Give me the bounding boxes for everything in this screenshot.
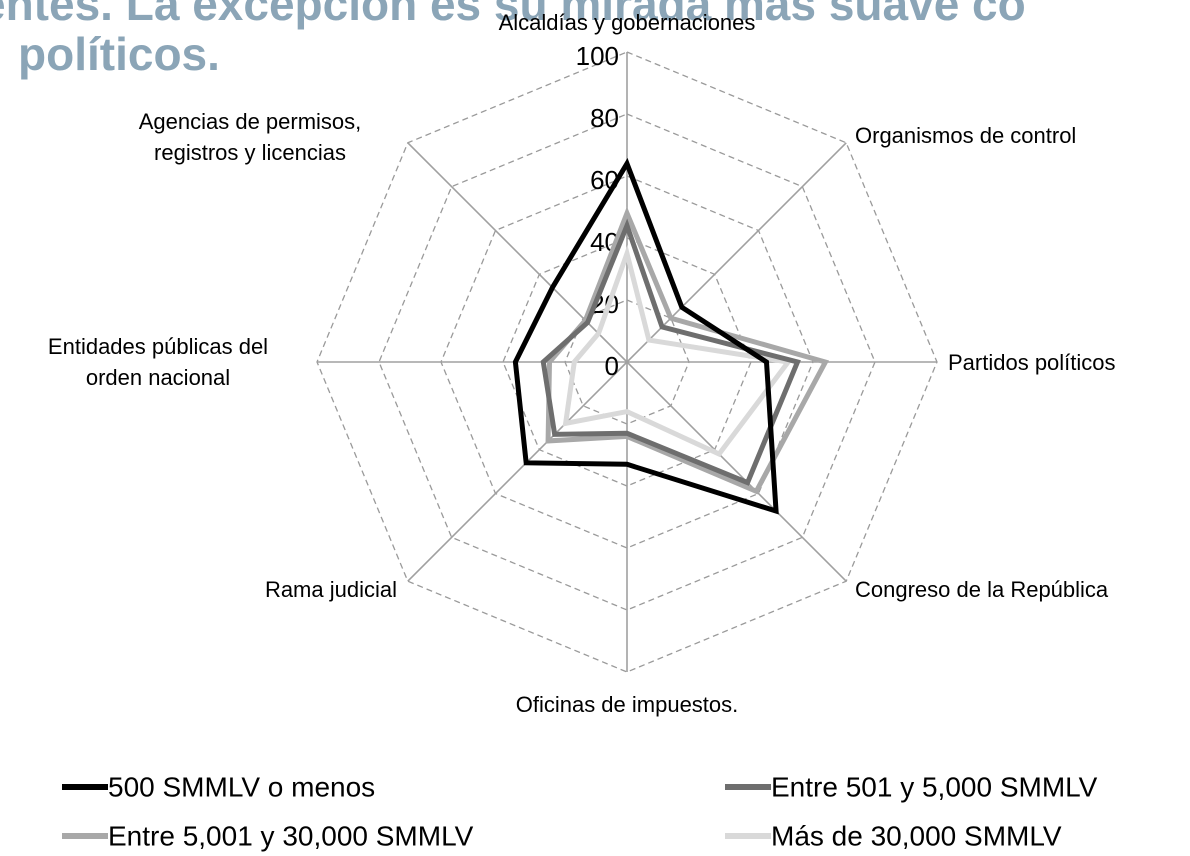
category-label: Entidades públicas del orden nacional	[48, 334, 268, 390]
grid-ring	[378, 113, 876, 611]
legend-label: Entre 501 y 5,000 SMMLV	[771, 771, 1098, 802]
r-tick-label: 80	[590, 103, 619, 133]
r-tick-label: 100	[576, 41, 619, 71]
series-line	[562, 244, 793, 458]
legend-label: Más de 30,000 SMMLV	[771, 820, 1062, 851]
grid-ring	[502, 237, 752, 487]
grid-ring	[316, 51, 938, 673]
category-label: Rama judicial	[265, 577, 397, 602]
spoke	[626, 361, 847, 582]
category-label: Alcaldías y gobernaciones	[499, 10, 756, 35]
chart-title: políticos.	[18, 28, 220, 80]
r-tick-label: 60	[590, 165, 619, 195]
chart-title: entes. La excepción es su mirada más sua…	[0, 0, 1026, 30]
legend-label: 500 SMMLV o menos	[108, 771, 375, 802]
category-label: Congreso de la República	[855, 577, 1109, 602]
legend-label: Entre 5,001 y 30,000 SMMLV	[108, 820, 474, 851]
category-label: Oficinas de impuestos.	[516, 692, 739, 717]
series-line	[512, 157, 779, 515]
spoke	[407, 361, 628, 582]
spoke	[407, 142, 628, 363]
category-label: Organismos de control	[855, 123, 1076, 148]
category-label: Partidos políticos	[948, 350, 1116, 375]
category-label: Agencias de permisos, registros y licenci…	[139, 109, 362, 165]
series-line	[540, 218, 801, 486]
r-tick-label: 0	[605, 351, 619, 381]
